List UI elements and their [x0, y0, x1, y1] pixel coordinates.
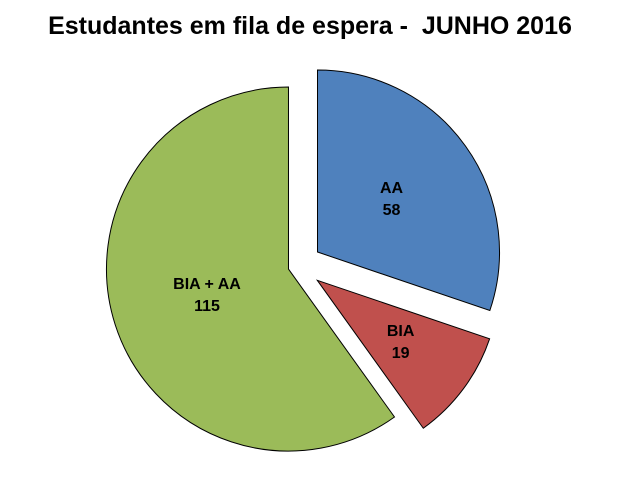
pie-label-name-aa: AA: [380, 180, 404, 197]
pie-label-value-bia-aa: 115: [194, 298, 220, 315]
pie-slice-bia-aa: [106, 86, 396, 452]
pie-slice-bia: [315, 279, 491, 429]
pie-label-value-bia: 19: [392, 345, 410, 362]
pie-label-value-aa: 58: [383, 202, 401, 219]
pie-label-name-bia-aa: BIA + AA: [173, 276, 241, 293]
pie-slice-aa: [317, 69, 500, 312]
chart-title: Estudantes em fila de espera - JUNHO 201…: [48, 12, 572, 40]
pie-label-name-bia: BIA: [387, 323, 415, 340]
